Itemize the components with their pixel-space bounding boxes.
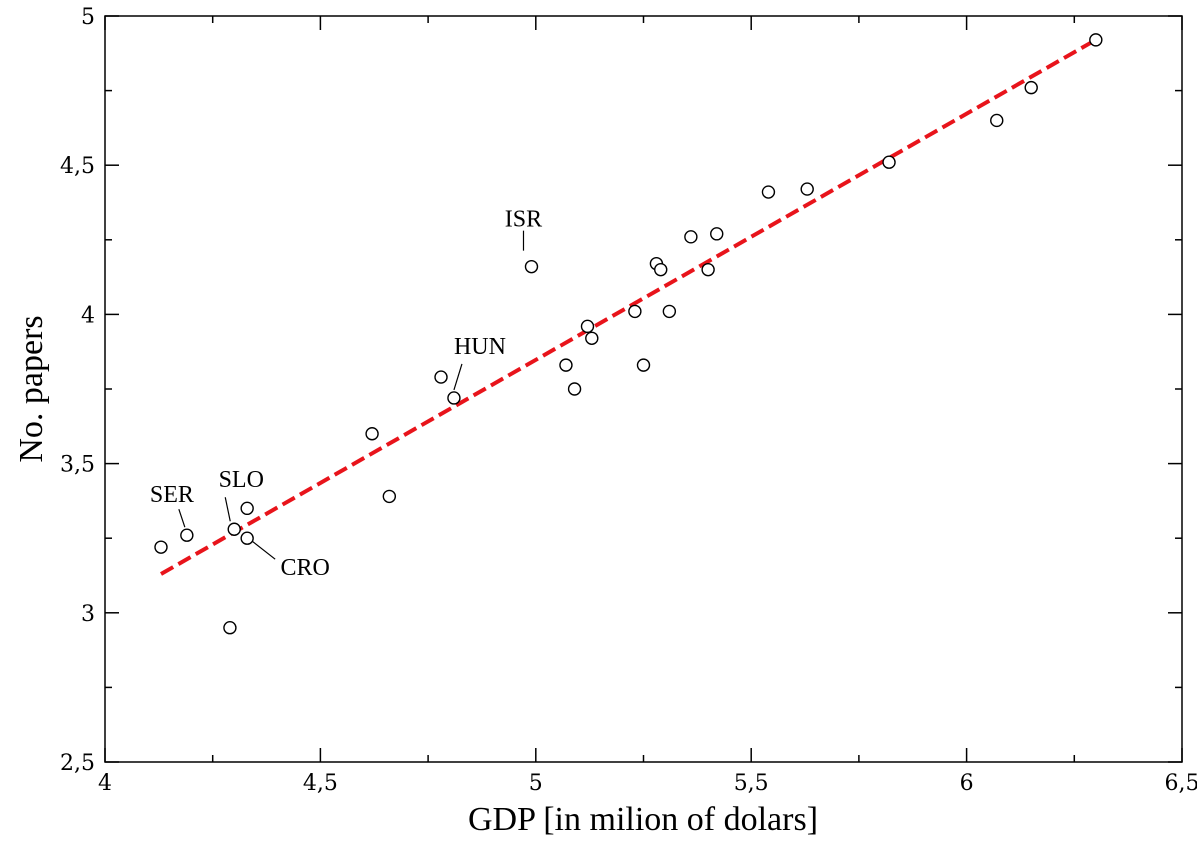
data-point — [567, 382, 582, 396]
data-point — [447, 391, 461, 405]
annotation-leader-line — [224, 497, 231, 522]
data-point — [800, 182, 814, 196]
y-tick-label: 3,5 — [60, 453, 95, 478]
data-point — [990, 113, 1004, 128]
y-tick-label: 3 — [81, 602, 95, 627]
data-point — [710, 227, 724, 241]
x-tick-label: 5 — [529, 771, 543, 796]
data-point — [1089, 33, 1103, 47]
data-points-layer — [154, 33, 1103, 635]
data-point — [761, 185, 776, 199]
data-point — [559, 358, 573, 372]
data-point — [223, 621, 237, 635]
x-tick-label: 5,5 — [734, 771, 769, 796]
data-point — [240, 501, 254, 516]
regression-line — [160, 38, 1097, 576]
annotation-label-hun: HUN — [454, 334, 506, 360]
data-point — [684, 230, 698, 244]
annotation-leader-line — [453, 363, 463, 391]
annotation-label-ser: SER — [150, 482, 194, 508]
y-tick-label: 2,5 — [60, 751, 95, 776]
annotation-label-cro: CRO — [280, 555, 329, 581]
data-point — [662, 304, 677, 319]
data-point — [524, 259, 539, 274]
annotation-leader-line — [178, 509, 186, 528]
data-point — [654, 262, 668, 277]
tick-labels-layer: 4 4,5 5 5,5 6 6,5 2,5 3 3,5 4 4,5 5 — [60, 5, 1197, 796]
annotations-layer: ISR HUN SER SLO CRO — [150, 207, 542, 582]
data-point — [701, 262, 715, 277]
data-point — [154, 540, 168, 554]
data-point — [636, 358, 651, 372]
data-point — [580, 319, 595, 334]
plot-frame — [104, 15, 1183, 763]
x-tick-label: 6 — [960, 771, 974, 796]
y-tick-label: 4,5 — [60, 154, 95, 179]
data-point — [180, 528, 194, 542]
data-point — [240, 531, 254, 545]
ticks-layer — [104, 15, 1183, 763]
annotation-label-slo: SLO — [219, 467, 264, 493]
y-tick-label: 4 — [81, 303, 95, 328]
x-tick-label: 4 — [98, 771, 112, 796]
x-tick-label: 6,5 — [1165, 771, 1197, 796]
annotation-label-isr: ISR — [505, 207, 542, 233]
data-point — [585, 331, 599, 345]
y-axis-title: No. papers — [13, 315, 50, 462]
data-point — [628, 304, 642, 319]
data-point — [382, 489, 397, 504]
data-point — [1024, 80, 1038, 95]
y-tick-label: 5 — [81, 5, 95, 30]
data-point — [434, 370, 448, 384]
x-tick-label: 4,5 — [303, 771, 338, 796]
x-axis-title: GDP [in milion of dolars] — [468, 801, 818, 838]
data-point — [882, 155, 896, 169]
data-point — [227, 522, 241, 536]
data-point — [365, 427, 379, 441]
annotation-leader-line — [251, 540, 276, 560]
